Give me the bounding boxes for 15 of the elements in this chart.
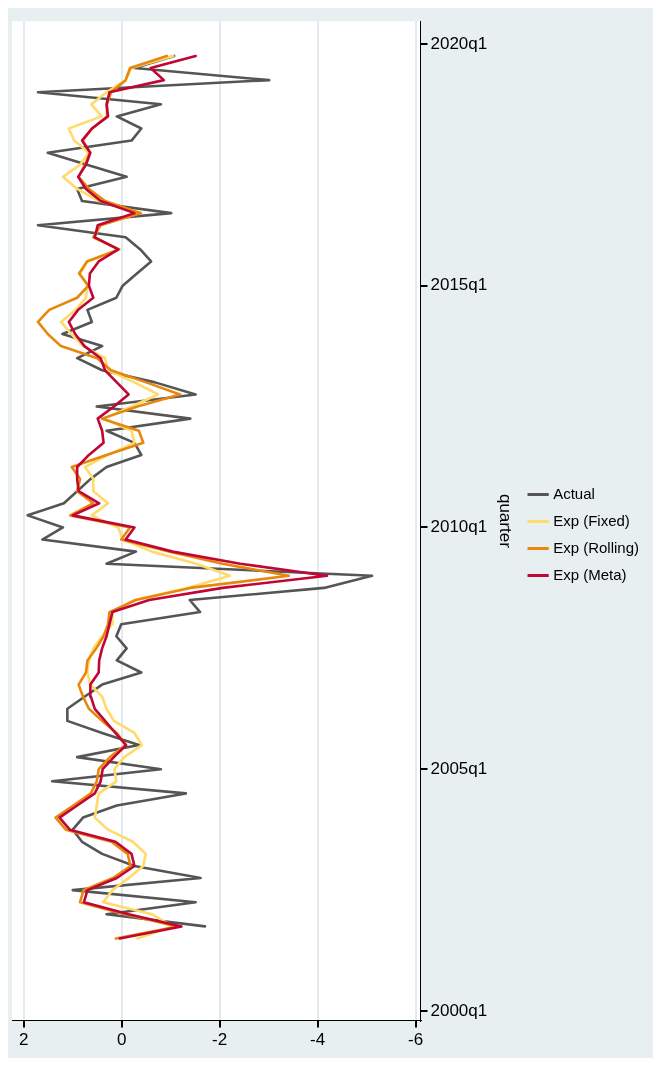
legend-label: Exp (Fixed)	[553, 511, 630, 529]
y-axis-title: quarter	[495, 493, 515, 549]
y-tick-label: 2015q1	[430, 275, 488, 295]
x-tick-label: -2	[212, 1030, 228, 1050]
x-tick-label: 0	[116, 1030, 127, 1050]
x-tick-label: -6	[408, 1030, 424, 1050]
y-tick-label: 2005q1	[430, 758, 488, 778]
x-tick-label: -4	[310, 1030, 326, 1050]
y-tick-label: 2020q1	[430, 33, 488, 53]
y-tick-label: 2000q1	[430, 1000, 488, 1020]
legend-label: Exp (Meta)	[553, 565, 627, 583]
legend-label: Exp (Rolling)	[553, 538, 640, 556]
legend-label: Actual	[553, 484, 595, 502]
y-tick-label: 2010q1	[430, 517, 488, 537]
x-tick-label: 2	[19, 1030, 29, 1050]
